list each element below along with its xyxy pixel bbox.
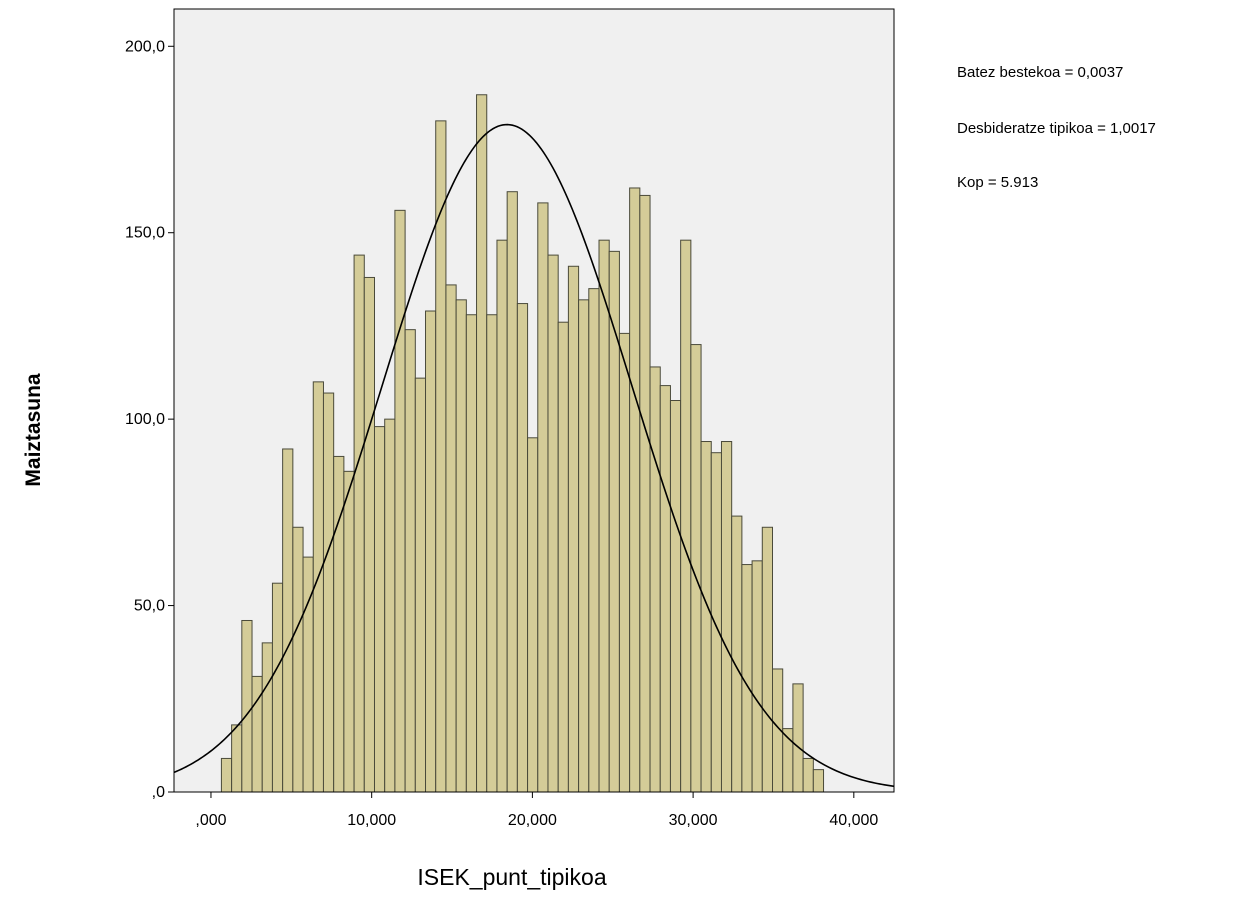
x-axis-title: ISEK_punt_tipikoa — [417, 864, 606, 890]
histogram-bar — [261, 642, 273, 793]
histogram-bar — [425, 310, 437, 793]
y-axis-title: Maiztasuna — [22, 373, 45, 487]
histogram-bar — [547, 254, 559, 793]
histogram-bar — [353, 254, 365, 793]
histogram-bar — [271, 582, 284, 793]
histogram-bar — [455, 299, 467, 793]
histogram-bar — [292, 526, 304, 793]
y-tick-label: 50,0 — [134, 598, 165, 615]
histogram-bar — [812, 769, 825, 793]
x-tick-label: 20,000 — [508, 812, 557, 829]
histogram-bar — [537, 202, 549, 793]
histogram-bar — [343, 470, 355, 793]
normal-curve — [173, 123, 895, 788]
histogram-bar — [404, 329, 416, 793]
histogram-bar — [639, 194, 651, 793]
histogram-bar — [680, 239, 692, 793]
histogram-bar — [618, 332, 631, 793]
stat-mean: Batez bestekoa = 0,0037 — [957, 64, 1124, 81]
histogram-bar — [710, 452, 722, 793]
histogram-bar — [465, 314, 478, 793]
stat-std-dev: Desbideratze tipikoa = 1,0017 — [957, 120, 1156, 137]
y-tick-label: 100,0 — [125, 411, 165, 428]
stat-count: Kop = 5.913 — [957, 174, 1039, 191]
histogram-bar — [241, 619, 253, 793]
histogram-bar — [598, 239, 610, 793]
x-tick-label: 10,000 — [347, 812, 396, 829]
histogram-bar — [231, 724, 243, 793]
y-axis: ,0 50,0 100,0 150,0 200,0 — [125, 38, 174, 801]
histogram-bar — [669, 400, 682, 793]
plot-border — [173, 8, 895, 793]
histogram-bar — [384, 418, 396, 793]
histogram-bar — [516, 303, 529, 793]
histogram-bar — [649, 366, 661, 793]
histogram-bar — [220, 757, 233, 793]
histogram-bar — [363, 276, 376, 793]
histogram-bar — [792, 683, 804, 793]
x-tick-label: 30,000 — [669, 812, 718, 829]
histogram-bar — [751, 560, 763, 793]
histogram-bar — [476, 94, 488, 793]
histogram-bar — [700, 441, 712, 793]
histogram-bar — [486, 314, 498, 793]
histogram-bar — [394, 209, 406, 793]
histogram-bar — [567, 265, 580, 793]
histogram-bar — [282, 448, 294, 793]
histogram-bar — [608, 250, 620, 793]
histogram-bar — [659, 385, 671, 793]
histogram-bar — [414, 377, 427, 793]
y-tick-label: 200,0 — [125, 38, 165, 55]
x-tick-label: ,000 — [195, 812, 226, 829]
histogram-bar — [496, 239, 508, 793]
histogram-bar — [506, 191, 518, 793]
x-tick-label: 40,000 — [829, 812, 878, 829]
y-tick-label: ,0 — [152, 784, 165, 801]
histogram-bar — [761, 526, 773, 793]
histogram-bar — [322, 392, 335, 793]
histogram-bar — [802, 757, 814, 793]
x-axis: ,000 10,000 20,000 30,000 40,000 — [195, 792, 878, 829]
histogram-bars — [220, 94, 825, 793]
histogram-bar — [445, 284, 457, 793]
histogram-bar — [629, 187, 641, 793]
histogram-bar — [557, 321, 569, 793]
histogram-bar — [333, 455, 345, 793]
histogram-bar — [578, 299, 590, 793]
histogram-bar — [588, 288, 600, 793]
histogram-bar — [527, 437, 539, 793]
histogram-bar — [373, 426, 386, 793]
histogram-bar — [731, 515, 743, 793]
histogram-bar — [720, 441, 733, 793]
y-tick-label: 150,0 — [125, 225, 165, 242]
